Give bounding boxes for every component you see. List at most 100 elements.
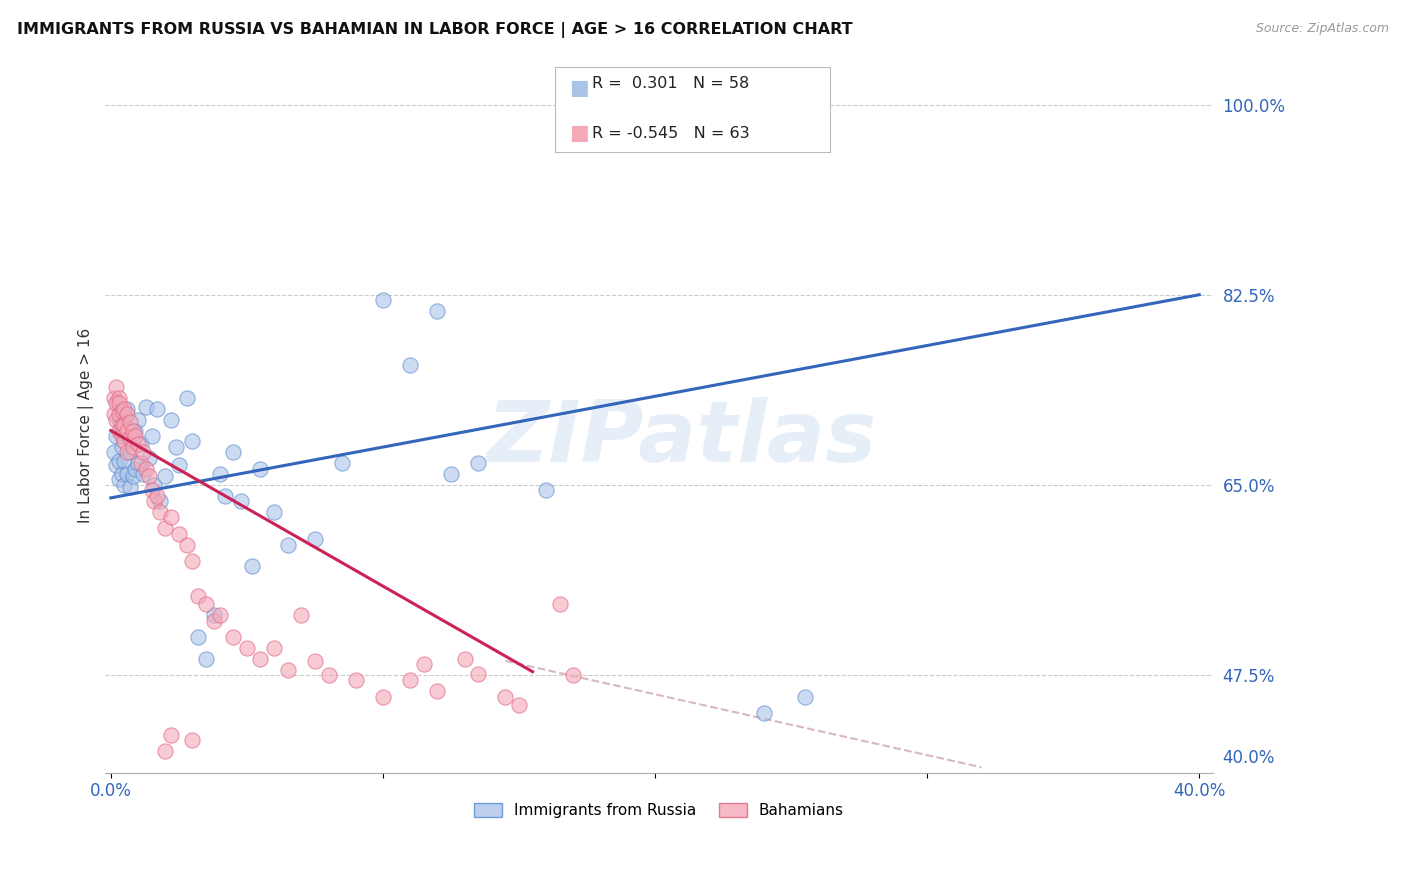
Point xyxy=(290,608,312,623)
Point xyxy=(222,630,245,644)
Legend: Immigrants from Russia, Bahamians: Immigrants from Russia, Bahamians xyxy=(468,797,851,824)
Point xyxy=(467,456,489,470)
Point xyxy=(155,469,177,483)
Point xyxy=(105,429,128,443)
Point xyxy=(263,505,285,519)
Point xyxy=(111,440,134,454)
Point xyxy=(108,472,131,486)
Point xyxy=(187,589,209,603)
Point xyxy=(155,521,177,535)
Text: ■: ■ xyxy=(569,78,589,97)
Point xyxy=(159,510,181,524)
Point xyxy=(135,461,157,475)
Point xyxy=(138,450,160,465)
Point xyxy=(108,454,131,468)
Point xyxy=(124,461,146,475)
Point xyxy=(105,396,128,410)
Point xyxy=(249,461,271,475)
Point xyxy=(118,445,141,459)
Point xyxy=(115,467,138,481)
Point xyxy=(146,401,169,416)
Point xyxy=(143,494,166,508)
Point xyxy=(105,458,128,473)
Point xyxy=(146,489,169,503)
Point xyxy=(129,456,152,470)
Point xyxy=(108,424,131,438)
Point xyxy=(121,469,143,483)
Point xyxy=(159,412,181,426)
Point xyxy=(132,467,155,481)
Point xyxy=(187,630,209,644)
Point xyxy=(304,532,326,546)
Point xyxy=(132,445,155,459)
Point xyxy=(141,483,163,498)
Point xyxy=(467,666,489,681)
Point xyxy=(263,640,285,655)
Text: ■: ■ xyxy=(569,123,589,143)
Point xyxy=(118,480,141,494)
Point xyxy=(121,424,143,438)
Point xyxy=(143,478,166,492)
Point xyxy=(112,407,135,421)
Point xyxy=(793,690,815,704)
Point xyxy=(440,467,463,481)
Point xyxy=(111,429,134,443)
Point xyxy=(371,293,394,307)
Point xyxy=(155,744,177,758)
Point xyxy=(111,404,134,418)
Point xyxy=(115,445,138,459)
Point xyxy=(399,673,422,688)
Point xyxy=(371,690,394,704)
Point xyxy=(330,456,353,470)
Text: IMMIGRANTS FROM RUSSIA VS BAHAMIAN IN LABOR FORCE | AGE > 16 CORRELATION CHART: IMMIGRANTS FROM RUSSIA VS BAHAMIAN IN LA… xyxy=(17,22,852,38)
Point xyxy=(399,359,422,373)
Point xyxy=(181,733,204,747)
Point xyxy=(176,538,198,552)
Point xyxy=(141,429,163,443)
Text: Source: ZipAtlas.com: Source: ZipAtlas.com xyxy=(1256,22,1389,36)
Point xyxy=(318,668,340,682)
Point xyxy=(202,614,225,628)
Point xyxy=(108,407,131,421)
Point xyxy=(115,429,138,443)
Text: ZIPatlas: ZIPatlas xyxy=(486,398,876,481)
Point xyxy=(304,654,326,668)
Point xyxy=(103,391,125,405)
Point xyxy=(453,651,475,665)
Point xyxy=(105,412,128,426)
Point xyxy=(135,400,157,414)
Point xyxy=(112,434,135,449)
Point xyxy=(108,391,131,405)
Point xyxy=(108,396,131,410)
Point xyxy=(548,598,571,612)
Point xyxy=(103,445,125,459)
Point xyxy=(138,469,160,483)
Point xyxy=(112,478,135,492)
Point xyxy=(752,706,775,720)
Point xyxy=(124,424,146,438)
Point xyxy=(426,684,449,698)
Point xyxy=(222,445,245,459)
Point xyxy=(105,380,128,394)
Point xyxy=(149,505,172,519)
Point xyxy=(195,651,218,665)
Point xyxy=(127,456,149,470)
Point xyxy=(103,407,125,421)
Point xyxy=(112,401,135,416)
Point xyxy=(249,651,271,665)
Point xyxy=(508,698,530,713)
Point xyxy=(277,538,299,552)
Point xyxy=(121,432,143,446)
Point xyxy=(149,494,172,508)
Point xyxy=(277,663,299,677)
Point xyxy=(412,657,434,672)
Point xyxy=(111,418,134,433)
Point xyxy=(344,673,367,688)
Point xyxy=(236,640,259,655)
Point xyxy=(181,554,204,568)
Point xyxy=(115,407,138,421)
Point xyxy=(167,458,190,473)
Point xyxy=(240,559,263,574)
Point xyxy=(115,401,138,416)
Point xyxy=(202,608,225,623)
